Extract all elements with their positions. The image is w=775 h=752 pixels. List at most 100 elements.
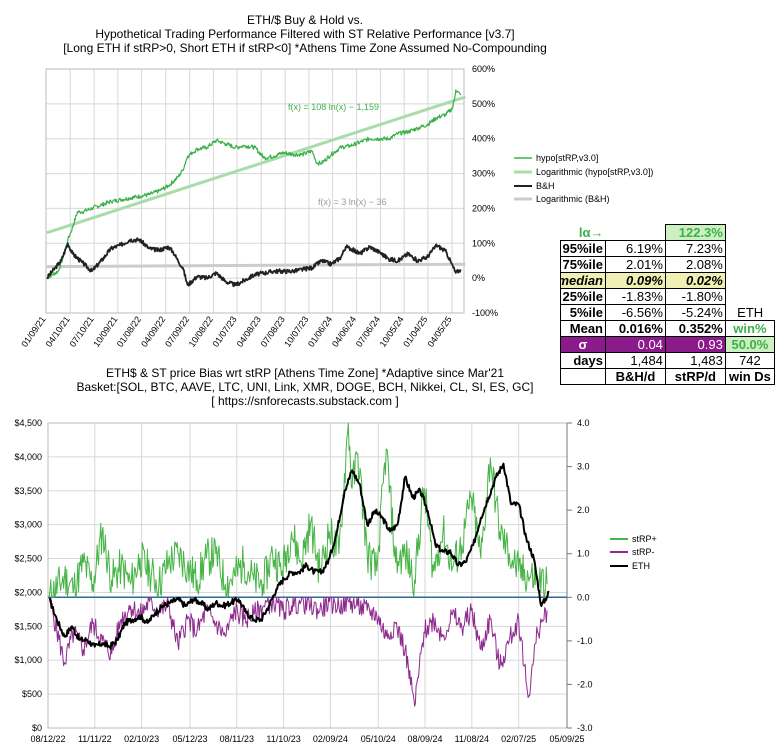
stats-cell-v3: win Ds [724,368,775,385]
hypo-trend-line [46,95,466,235]
stats-cell-label: σ [560,336,606,353]
top-y-tick-label: 0% [472,273,485,283]
bottom-title-line-2: Basket:[SOL, BTC, AAVE, LTC, UNI, Link, … [76,380,534,394]
bottom-x-tick-label: 05/12/23 [172,734,207,744]
top-y-tick-label: 500% [472,99,495,109]
stats-cell-v2: 0.352% [664,320,726,337]
bottom-left-y-tick-label: $2,500 [14,554,42,564]
stats-row: σ 0.04 0.93 50.0% [560,336,775,353]
top-title-line-1: ETH/$ Buy & Hold vs. [246,13,364,27]
top-y-tick-label: 100% [472,238,495,248]
bottom-chart-title: ETH$ & ST price Bias wrt stRP [Athens Ti… [0,366,610,408]
stats-cell-v2: 122.3% [664,224,726,241]
top-y-tick-label: 400% [472,134,495,144]
bottom-left-y-tick-label: $1,000 [14,655,42,665]
stats-cell-v1: 0.04 [605,336,666,353]
bottom-right-y-tick-label: -2.0 [577,679,593,689]
bottom-x-tick-label: 02/10/23 [124,734,159,744]
stats-cell-v2: 0.93 [664,336,726,353]
stats-cell-v2: -1.80% [664,288,726,305]
bottom-right-y-tick-label: 2.0 [577,505,590,515]
bottom-left-y-tick-label: $0 [32,723,42,733]
stats-cell-label: 75%ile [560,256,606,273]
bottom-x-tick-label: 02/09/24 [313,734,348,744]
stats-cell-v3 [725,225,774,241]
bottom-x-tick-label: 05/09/25 [549,734,584,744]
bottom-left-y-tick-label: $2,000 [14,587,42,597]
top-y-tick-label: -100% [472,308,498,318]
eth-price-line [48,462,550,650]
stats-row: Mean 0.016% 0.352% win% [560,320,775,337]
bottom-right-y-tick-label: -1.0 [577,636,593,646]
bottom-left-y-tick-label: $500 [22,689,42,699]
bottom-x-tick-label: 08/11/23 [220,734,254,744]
stats-row: lα→ 122.3% [561,224,775,241]
stats-cell-v3: 742 [724,352,775,369]
stats-cell-v3 [725,289,774,305]
stats-row: 25%ile -1.83% -1.80% [560,288,775,305]
bottom-right-y-tick-label: 0.0 [577,592,590,602]
bottom-x-tick-label: 11/11/22 [78,734,112,744]
bottom-x-tick-label: 11/10/23 [266,734,300,744]
stats-cell-v3: win% [724,320,775,337]
stats-cell-label: 25%ile [560,288,606,305]
top-plot-frame [45,68,465,314]
bottom-left-y-tick-label: $4,000 [14,452,42,462]
top-title-line-2: Hypothetical Trading Performance Filtere… [95,27,515,41]
stats-cell-v2: 7.23% [664,240,726,257]
stats-cell-v1: 1,484 [605,352,666,369]
bottom-left-y-tick-label: $3,500 [14,486,42,496]
bottom-legend-label: ETH [632,561,650,571]
stats-cell-v1: B&H/d [605,368,666,385]
stats-cell-label: Mean [560,320,606,337]
bottom-legend-label: stRP+ [632,534,657,544]
bottom-legend-label: stRP- [632,547,655,557]
top-title-line-3: [Long ETH if stRP>0, Short ETH if stRP<0… [63,41,547,55]
strp-plus-line [48,422,548,598]
hypo-trend-equation: f(x) = 108 ln(x) − 1,159 [288,102,379,112]
top-legend-label: B&H [536,181,555,191]
bottom-x-tick-label: 02/07/25 [501,734,536,744]
stats-cell-label: lα→ [578,224,604,240]
stats-cell-v1 [605,224,666,241]
stats-row: 95%ile 6.19% 7.23% [560,240,775,257]
stats-cell-v1: 0.016% [605,320,666,337]
top-legend-label: Logarithmic (hypo[stRP,v3.0]) [536,167,653,177]
stats-cell-v2: stRP/d [664,368,726,385]
bottom-left-y-tick-label: $3,000 [14,520,42,530]
bottom-left-y-tick-label: $4,500 [14,418,42,428]
top-y-tick-label: 600% [472,64,495,74]
bottom-x-tick-label: 05/10/24 [361,734,396,744]
stats-row: 5%ile -6.56% -5.24% ETH [560,304,775,321]
stats-cell-label: median [560,272,606,289]
bottom-x-tick-label: 11/08/24 [455,734,489,744]
stats-cell-v3: 50.0% [724,336,775,353]
stats-cell-v2: 2.08% [664,256,726,273]
stats-row: 75%ile 2.01% 2.08% [560,256,775,273]
hypo-line [46,89,462,280]
stats-table: lα→ 122.3% 95%ile 6.19% 7.23% 75%ile 2.01% 2.08… [560,224,775,385]
bottom-left-y-tick-label: $1,500 [14,621,42,631]
stats-cell-v1: 2.01% [605,256,666,273]
stats-cell-label: days [560,352,606,369]
stats-cell-label: 5%ile [560,304,606,321]
bh-trend-line [46,262,466,269]
top-legend-label: Logarithmic (B&H) [536,194,610,204]
top-legend-label: hypo[stRP,v3.0] [536,153,598,163]
stats-cell-v3 [725,257,774,273]
bottom-right-y-tick-label: 3.0 [577,462,590,472]
stats-cell-v1: -1.83% [605,288,666,305]
top-y-tick-label: 300% [472,169,495,179]
stats-cell-label [560,368,606,385]
stats-cell-v3: ETH [737,304,764,320]
bh-trend-equation: f(x) = 3 ln(x) − 36 [318,197,387,207]
stats-cell-v1: 0.09% [605,272,666,289]
stats-cell-v3 [725,273,774,289]
stats-row: median 0.09% 0.02% [560,272,775,289]
stats-cell-v2: -5.24% [664,304,726,321]
stats-cell-v2: 0.02% [664,272,726,289]
stats-row: B&H/d stRP/d win Ds [560,368,775,385]
bottom-x-tick-label: 08/12/22 [30,734,65,744]
